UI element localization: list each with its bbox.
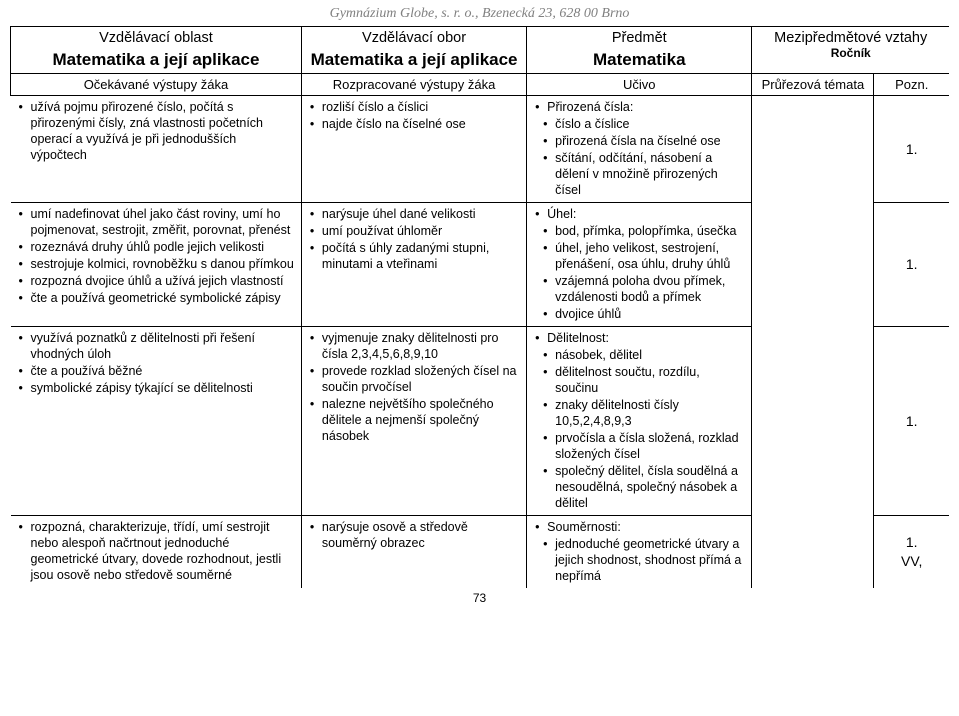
list-item: umí používat úhloměr [310,223,520,239]
list-item: rozeznává druhy úhlů podle jejich veliko… [19,239,295,255]
table-row: užívá pojmu přirozené číslo, počítá s př… [11,96,950,203]
list-item: úhel, jeho velikost, sestrojení, přenáše… [535,240,745,272]
curriculum-cell: Úhel:bod, přímka, polopřímka, úsečkaúhel… [527,203,752,327]
col2-value: Matematika a její aplikace [308,46,520,70]
list-item: nalezne největšího společného dělitele a… [310,396,520,444]
hdr2-c3: Učivo [527,74,752,96]
hdr2-c1: Očekávané výstupy žáka [11,74,302,96]
list-item: provede rozklad složených čísel na souči… [310,363,520,395]
list-item: Úhel: [535,206,745,222]
list-item: znaky dělitelnosti čísly 10,5,2,4,8,9,3 [535,397,745,429]
col1-header: Vzdělávací oblast Matematika a její apli… [11,27,302,74]
processed-outcomes-cell: rozliší číslo a číslicinajde číslo na čí… [301,96,526,203]
list-item: narýsuje úhel dané velikosti [310,206,520,222]
page-number: 73 [10,591,949,605]
list-item: narýsuje osově a středově souměrný obraz… [310,519,520,551]
curriculum-cell: Souměrnosti:jednoduché geometrické útvar… [527,516,752,589]
page-header: Gymnázium Globe, s. r. o., Bzenecká 23, … [10,6,949,22]
crosscurricular-label: Mezipředmětové vztahy [758,30,943,46]
col45-header: Mezipředmětové vztahy Ročník [752,27,949,74]
list-item: násobek, dělitel [535,347,745,363]
list-item: rozpozná, charakterizuje, třídí, umí ses… [19,519,295,583]
curriculum-cell: Přirozená čísla:číslo a číslicepřirozená… [527,96,752,203]
col1-label: Vzdělávací oblast [17,30,295,46]
col3-label: Předmět [533,30,745,46]
header-row-1: Vzdělávací oblast Matematika a její apli… [11,27,950,74]
col3-value: Matematika [533,46,745,70]
list-item: prvočísla a čísla složená, rozklad slože… [535,430,745,462]
expected-outcomes-cell: využívá poznatků z dělitelnosti při řeše… [11,327,302,516]
list-item: čte a používá běžné [19,363,295,379]
expected-outcomes-cell: umí nadefinovat úhel jako část roviny, u… [11,203,302,327]
list-item: vyjmenuje znaky dělitelnosti pro čísla 2… [310,330,520,362]
list-item: sestrojuje kolmici, rovnoběžku s danou p… [19,256,295,272]
curriculum-table: Vzdělávací oblast Matematika a její apli… [10,26,949,588]
note-cell: 1. [874,96,949,203]
list-item: rozpozná dvojice úhlů a užívá jejich vla… [19,273,295,289]
hdr2-c5: Pozn. [874,74,949,96]
list-item: vzájemná poloha dvou přímek, vzdálenosti… [535,273,745,305]
list-item: Přirozená čísla: [535,99,745,115]
list-item: počítá s úhly zadanými stupni, minutami … [310,240,520,272]
hdr2-c2: Rozpracované výstupy žáka [301,74,526,96]
note-cell: 1. [874,203,949,327]
hdr2-c4: Průřezová témata [752,74,874,96]
processed-outcomes-cell: narýsuje úhel dané velikostiumí používat… [301,203,526,327]
header-row-2: Očekávané výstupy žáka Rozpracované výst… [11,74,950,96]
list-item: rozliší číslo a číslici [310,99,520,115]
expected-outcomes-cell: užívá pojmu přirozené číslo, počítá s př… [11,96,302,203]
expected-outcomes-cell: rozpozná, charakterizuje, třídí, umí ses… [11,516,302,589]
list-item: Dělitelnost: [535,330,745,346]
note-cell: 1. [874,327,949,516]
processed-outcomes-cell: vyjmenuje znaky dělitelnosti pro čísla 2… [301,327,526,516]
list-item: jednoduché geometrické útvary a jejich s… [535,536,745,584]
list-item: najde číslo na číselné ose [310,116,520,132]
list-item: dělitelnost součtu, rozdílu, součinu [535,364,745,396]
list-item: využívá poznatků z dělitelnosti při řeše… [19,330,295,362]
col2-header: Vzdělávací obor Matematika a její aplika… [301,27,526,74]
processed-outcomes-cell: narýsuje osově a středově souměrný obraz… [301,516,526,589]
col3-header: Předmět Matematika [527,27,752,74]
curriculum-cell: Dělitelnost:násobek, děliteldělitelnost … [527,327,752,516]
list-item: společný dělitel, čísla soudělná a nesou… [535,463,745,511]
list-item: bod, přímka, polopřímka, úsečka [535,223,745,239]
crosscurricular-topics-cell [752,96,874,589]
note-cell: 1.VV, [874,516,949,589]
list-item: užívá pojmu přirozené číslo, počítá s př… [19,99,295,163]
list-item: číslo a číslice [535,116,745,132]
list-item: čte a používá geometrické symbolické záp… [19,290,295,306]
list-item: sčítání, odčítání, násobení a dělení v m… [535,150,745,198]
list-item: přirozená čísla na číselné ose [535,133,745,149]
grade-label: Ročník [758,46,943,60]
list-item: symbolické zápisy týkající se dělitelnos… [19,380,295,396]
list-item: dvojice úhlů [535,306,745,322]
col2-label: Vzdělávací obor [308,30,520,46]
list-item: umí nadefinovat úhel jako část roviny, u… [19,206,295,238]
list-item: Souměrnosti: [535,519,745,535]
col1-value: Matematika a její aplikace [17,46,295,70]
